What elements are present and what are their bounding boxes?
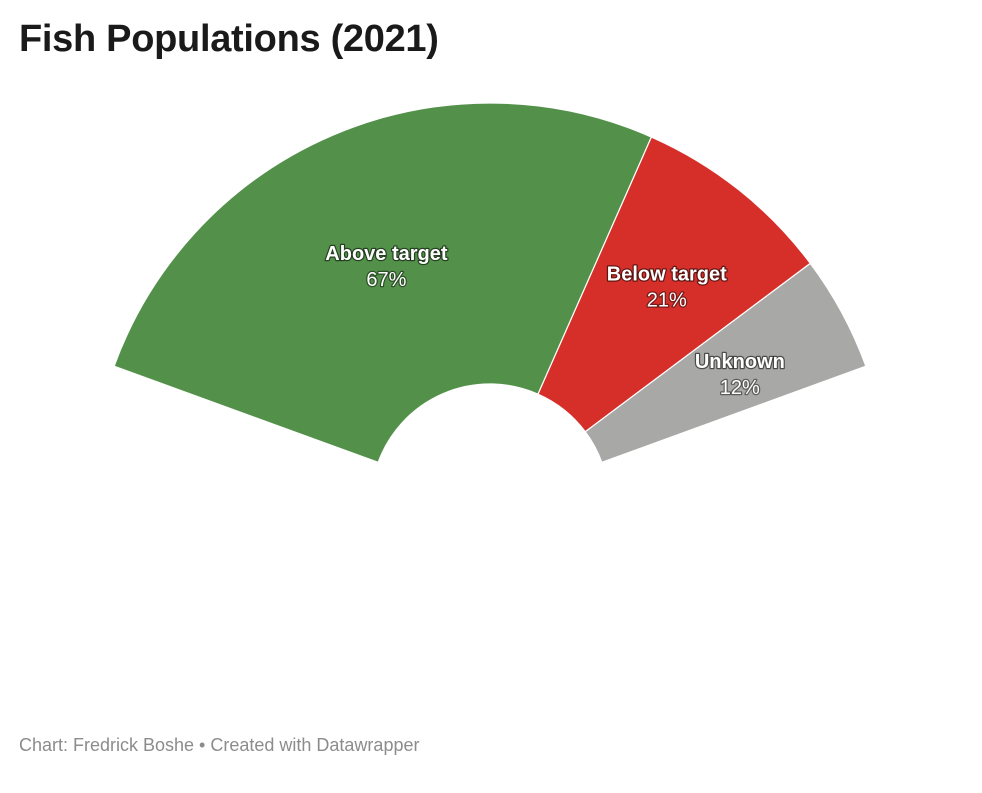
slice-value-above-target: 67% xyxy=(366,269,406,291)
slices-layer xyxy=(113,102,867,464)
slice-below-target xyxy=(537,136,812,433)
slice-label-above-target: Above target xyxy=(325,243,448,265)
slice-value-unknown: 12% xyxy=(720,377,760,399)
slice-above-target xyxy=(113,102,653,464)
labels-layer: Above target 67% Below target 21% Unknown 12% xyxy=(324,242,786,400)
slice-label-unknown: Unknown xyxy=(695,351,785,373)
slice-value-below-target: 21% xyxy=(647,290,687,312)
chart-title: Fish Populations (2021) xyxy=(19,18,439,60)
slice-unknown xyxy=(584,262,867,464)
chart-footer: Chart: Fredrick Boshe • Created with Dat… xyxy=(19,735,420,755)
slice-label-below-target: Below target xyxy=(607,264,727,286)
